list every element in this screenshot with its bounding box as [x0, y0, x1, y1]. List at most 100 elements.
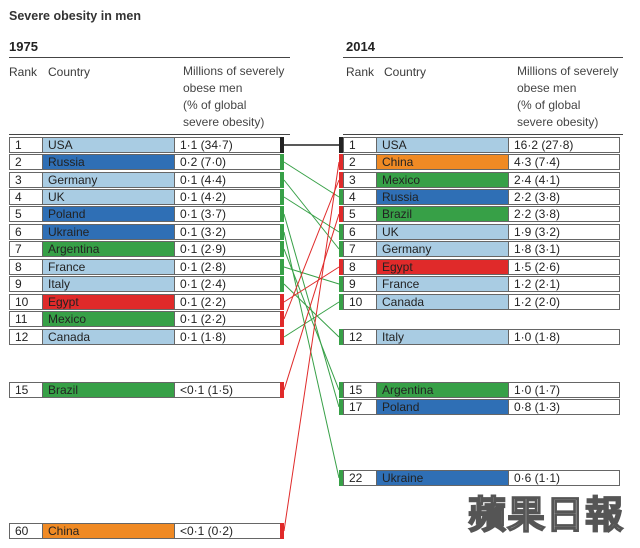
country-cell: Poland: [376, 399, 509, 415]
value-cell: 0·1 (4·4): [174, 172, 281, 188]
value-cell: 0·1 (2·2): [174, 294, 281, 310]
rank-change-marker: [339, 154, 343, 170]
rank-cell: 6: [9, 224, 43, 240]
country-cell: Brazil: [42, 382, 175, 398]
rank-cell: 22: [343, 470, 377, 486]
rank-change-marker: [339, 189, 343, 205]
value-cell: 0·1 (3·2): [174, 224, 281, 240]
rank-link-brazil: [283, 213, 340, 391]
country-cell: Egypt: [376, 259, 509, 275]
country-cell: Ukraine: [42, 224, 175, 240]
rank-change-marker: [339, 224, 343, 240]
rank-change-marker: [280, 224, 284, 240]
rank-cell: 8: [9, 259, 43, 275]
rank-change-marker: [280, 276, 284, 292]
rank-cell: 10: [9, 294, 43, 310]
rank-cell: 9: [343, 276, 377, 292]
country-cell: UK: [376, 224, 509, 240]
rank-cell: 15: [343, 382, 377, 398]
right-value-header: Millions of severely obese men (% of glo…: [517, 64, 619, 129]
value-cell: 2·2 (3·8): [508, 206, 620, 222]
country-cell: France: [376, 276, 509, 292]
value-cell: 0·1 (4·2): [174, 189, 281, 205]
rank-link-france: [283, 266, 340, 285]
value-cell: 1·0 (1·7): [508, 382, 620, 398]
rank-cell: 1: [343, 137, 377, 153]
value-cell: 1·2 (2·1): [508, 276, 620, 292]
country-cell: Egypt: [42, 294, 175, 310]
value-cell: 0·1 (1·8): [174, 329, 281, 345]
country-cell: Argentina: [376, 382, 509, 398]
country-cell: Italy: [42, 276, 175, 292]
country-cell: Germany: [42, 172, 175, 188]
rank-change-marker: [280, 241, 284, 257]
rank-cell: 1: [9, 137, 43, 153]
country-cell: China: [42, 523, 175, 539]
rank-link-mexico: [283, 179, 340, 320]
country-cell: Mexico: [376, 172, 509, 188]
rank-change-marker: [339, 137, 343, 153]
country-cell: UK: [42, 189, 175, 205]
right-rank-header: Rank: [346, 65, 375, 79]
rank-cell: 5: [9, 206, 43, 222]
value-cell: 0·6 (1·1): [508, 470, 620, 486]
rank-change-marker: [280, 311, 284, 327]
rank-change-marker: [339, 259, 343, 275]
rank-cell: 4: [9, 189, 43, 205]
rank-cell: 7: [343, 241, 377, 257]
rank-change-marker: [339, 399, 343, 415]
value-cell: 0·8 (1·3): [508, 399, 620, 415]
left-country-header: Country: [48, 65, 91, 79]
country-cell: Brazil: [376, 206, 509, 222]
value-cell: 2·2 (3·8): [508, 189, 620, 205]
value-cell: 4·3 (7·4): [508, 154, 620, 170]
left-year-rule: [9, 57, 290, 58]
value-cell: 1·1 (34·7): [174, 137, 281, 153]
rank-cell: 6: [343, 224, 377, 240]
rank-change-marker: [280, 523, 284, 539]
rank-change-marker: [280, 206, 284, 222]
rank-change-marker: [339, 241, 343, 257]
rank-cell: 2: [343, 154, 377, 170]
value-cell: 0·1 (2·4): [174, 276, 281, 292]
rank-change-marker: [280, 259, 284, 275]
left-rank-header: Rank: [9, 65, 38, 79]
value-cell: 0·2 (7·0): [174, 154, 281, 170]
value-cell: 1·5 (2·6): [508, 259, 620, 275]
value-cell: 1·9 (3·2): [508, 224, 620, 240]
country-cell: Mexico: [42, 311, 175, 327]
right-year-rule: [343, 57, 623, 58]
rank-cell: 12: [9, 329, 43, 345]
watermark-logo: 蘋果日報: [467, 492, 625, 538]
rank-link-italy: [283, 283, 340, 338]
country-cell: Canada: [42, 329, 175, 345]
rank-change-marker: [339, 470, 343, 486]
country-cell: Poland: [42, 206, 175, 222]
value-cell: 0·1 (2·2): [174, 311, 281, 327]
rank-change-marker: [280, 189, 284, 205]
country-cell: Ukraine: [376, 470, 509, 486]
rank-cell: 9: [9, 276, 43, 292]
rank-cell: 10: [343, 294, 377, 310]
value-cell: 0·1 (3·7): [174, 206, 281, 222]
rank-change-marker: [280, 329, 284, 345]
country-cell: France: [42, 259, 175, 275]
value-cell: <0·1 (0·2): [174, 523, 281, 539]
year-2014: 2014: [346, 39, 375, 54]
rank-cell: 3: [343, 172, 377, 188]
rank-link-russia: [283, 161, 340, 198]
rank-change-marker: [339, 206, 343, 222]
chart-title: Severe obesity in men: [9, 9, 142, 23]
rank-cell: 12: [343, 329, 377, 345]
rank-link-canada: [283, 301, 340, 338]
rank-cell: 3: [9, 172, 43, 188]
rank-change-marker: [339, 294, 343, 310]
country-cell: China: [376, 154, 509, 170]
rank-change-marker: [280, 382, 284, 398]
rank-change-marker: [280, 172, 284, 188]
rank-cell: 7: [9, 241, 43, 257]
rank-change-marker: [280, 137, 284, 153]
value-cell: 0·1 (2·8): [174, 259, 281, 275]
year-1975: 1975: [9, 39, 38, 54]
value-cell: 1·8 (3·1): [508, 241, 620, 257]
